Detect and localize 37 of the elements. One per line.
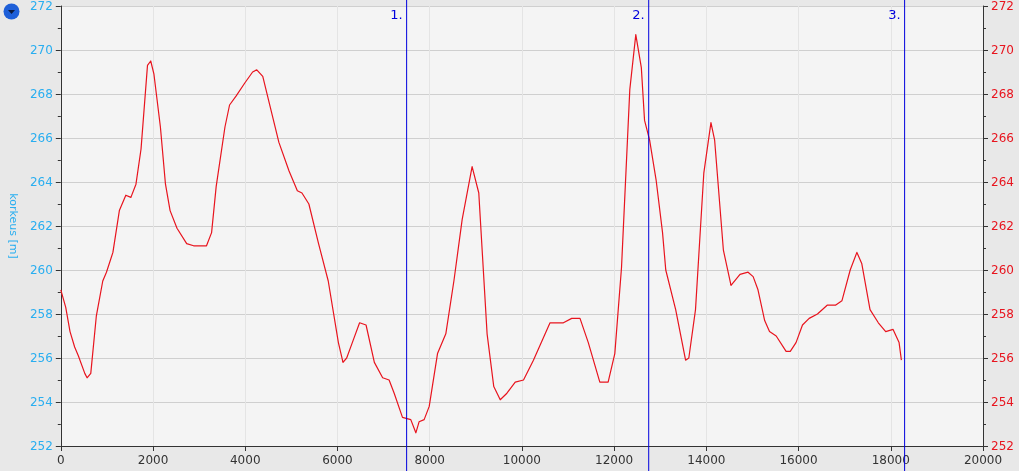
line-series	[60, 34, 902, 434]
y2-tick-label: 260	[991, 263, 1014, 277]
y-tick-label: 258	[29, 307, 53, 321]
y2-tick-label: 262	[991, 219, 1014, 233]
x-tick-label: 6000	[322, 453, 353, 467]
y-tick-label: 264	[29, 175, 53, 189]
y-tick-label: 260	[29, 263, 53, 277]
annotation: 1.	[390, 7, 403, 22]
annotation: 3.	[888, 7, 901, 22]
x-tick-label: 16000	[779, 453, 818, 467]
y2-tick-label: 266	[991, 131, 1014, 145]
x-tick-label: 12000	[595, 453, 634, 467]
y2-tick-label: 256	[991, 351, 1014, 365]
y-tick-label: 268	[29, 87, 53, 101]
y-tick-label: 262	[29, 219, 53, 233]
y2-tick-label: 258	[991, 307, 1014, 321]
y-tick-label: 272	[29, 0, 53, 13]
x-tick-label: 10000	[502, 453, 541, 467]
y2-tick-label: 268	[991, 87, 1014, 101]
y2-tick-label: 272	[991, 0, 1014, 13]
y-tick-label: 252	[29, 439, 53, 453]
x-tick-label: 4000	[229, 453, 261, 467]
x-tick-label: 20000	[963, 453, 1003, 467]
x-tick-label: 8000	[414, 453, 445, 467]
y2-tick-label: 264	[991, 175, 1014, 189]
y-axis-title: korkeus [m]	[7, 193, 20, 259]
y2-tick-label: 252	[991, 439, 1014, 453]
x-tick-label: 0	[56, 453, 65, 467]
y2-tick-label: 254	[991, 395, 1014, 409]
x-tick-label: 2000	[137, 453, 169, 467]
annotation: 2.	[632, 7, 645, 22]
y-tick-label: 266	[29, 131, 53, 145]
y-tick-label: 270	[29, 43, 53, 57]
y-tick-label: 256	[29, 351, 53, 365]
x-tick-label: 14000	[687, 453, 726, 467]
y2-tick-label: 270	[991, 43, 1014, 57]
y-tick-label: 254	[29, 395, 53, 409]
